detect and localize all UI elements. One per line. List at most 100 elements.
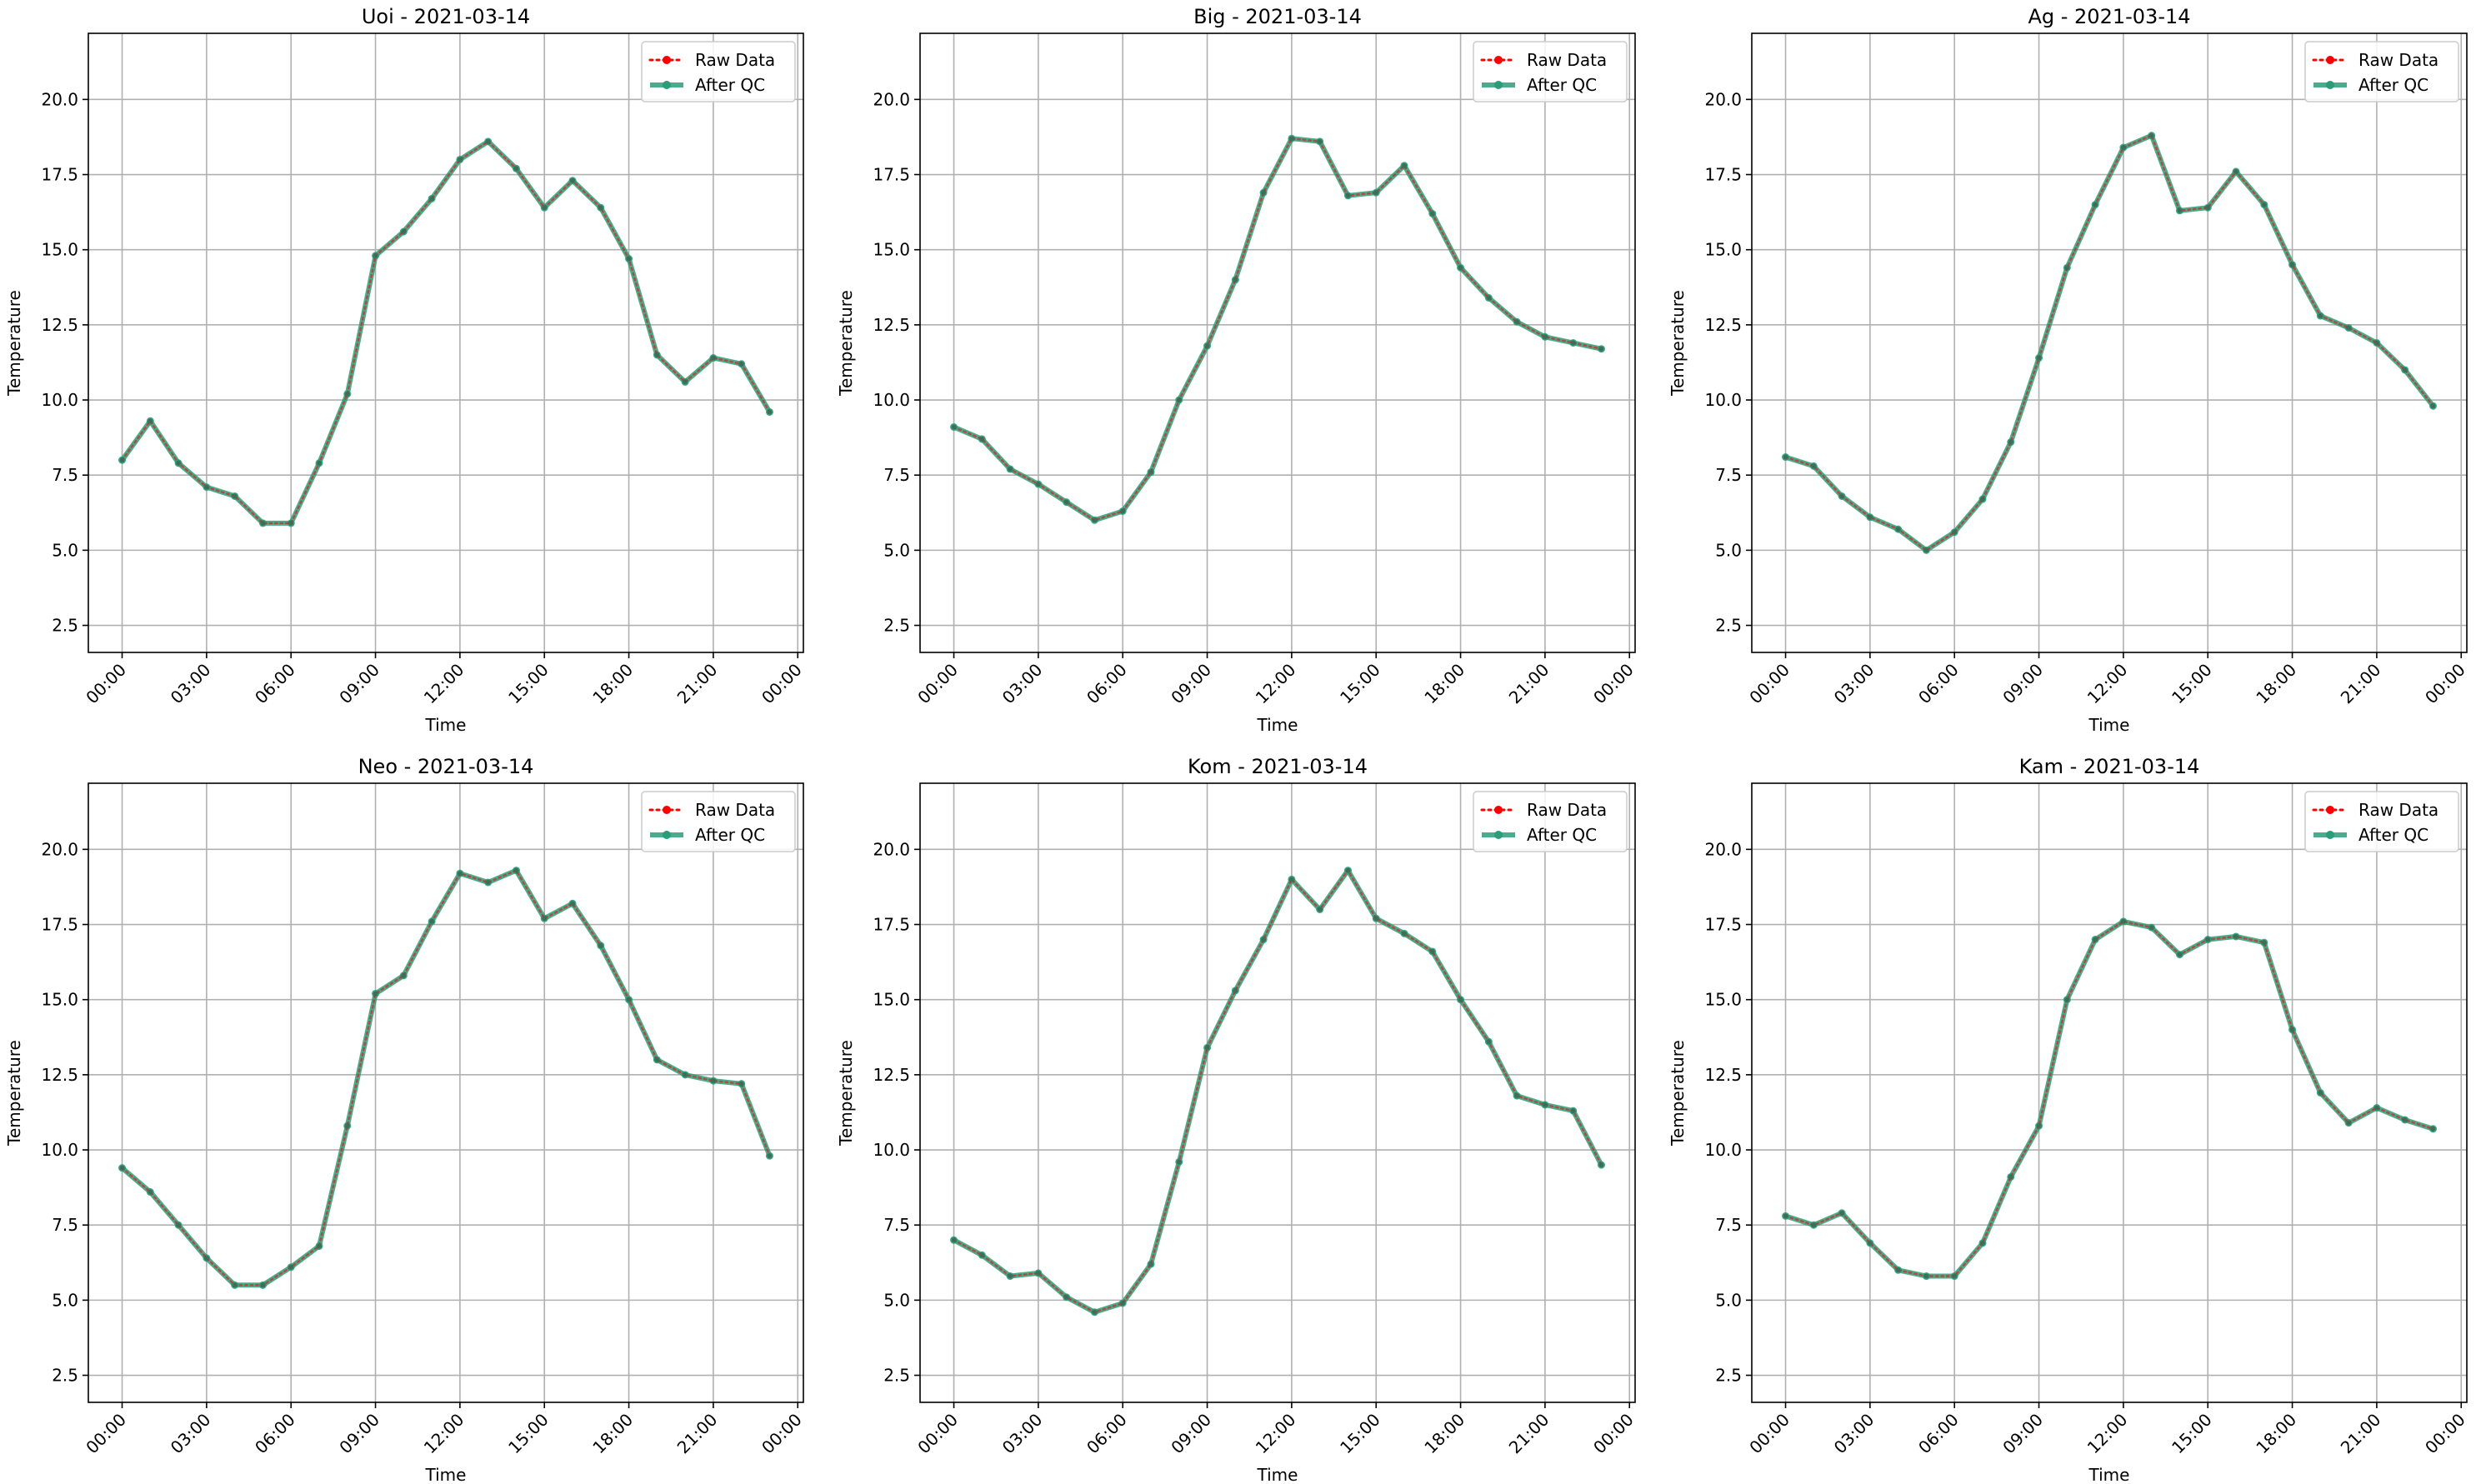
y-tick-label: 20.0 (873, 89, 910, 109)
y-tick-label: 12.5 (1704, 315, 1742, 335)
axes-frame (1751, 32, 2468, 653)
y-tick-label: 12.5 (41, 315, 78, 335)
data-point-raw-data (1542, 334, 1548, 340)
x-tick-label: 15:00 (504, 1410, 553, 1458)
data-point-raw-data (1233, 277, 1238, 282)
chart-panel: 2.5 5.0 7.5 10.0 12.5 15.0 17.5 20.0 00:00 03:00 0… (4, 755, 806, 1484)
y-tick-label: 7.5 (52, 1215, 78, 1235)
legend-marker-after-qc (663, 81, 671, 89)
data-point-raw-data (1233, 987, 1238, 993)
axes-frame (919, 32, 1636, 653)
x-tick-label: 03:00 (167, 1410, 215, 1458)
data-point-raw-data (1402, 162, 1408, 168)
data-point-raw-data (1148, 469, 1153, 475)
y-tick-label: 15.0 (1704, 990, 1742, 1010)
data-point-raw-data (232, 1282, 238, 1288)
x-tick-label: 06:00 (1914, 660, 1963, 708)
x-tick-label: 09:00 (1998, 660, 2047, 708)
y-tick-label: 17.5 (873, 165, 910, 185)
data-point-raw-data (2261, 202, 2267, 207)
series-line-raw-data (121, 140, 771, 525)
data-point-raw-data (2318, 313, 2323, 319)
legend: Raw Data After QC (2304, 41, 2459, 102)
plot-area (88, 33, 803, 652)
series-line-raw-data (121, 869, 771, 1287)
data-point-raw-data (1288, 877, 1294, 882)
data-point-raw-data (2205, 937, 2211, 942)
x-tick-label: 18:00 (2252, 1410, 2300, 1458)
x-tick-label: 15:00 (2168, 660, 2216, 708)
data-point-raw-data (457, 871, 463, 877)
x-tick-label: 18:00 (1420, 660, 1468, 708)
data-point-raw-data (1373, 916, 1379, 922)
data-point-raw-data (2093, 202, 2098, 207)
series-line-raw-data (953, 868, 1603, 1314)
y-tick-label: 15.0 (41, 990, 78, 1010)
data-point-raw-data (598, 942, 603, 948)
x-tick-label: 03:00 (998, 660, 1047, 708)
data-point-raw-data (1598, 1162, 1604, 1168)
y-tick-label: 12.5 (1704, 1065, 1742, 1085)
data-point-raw-data (2008, 1174, 2013, 1180)
y-tick-label: 2.5 (52, 616, 78, 636)
data-point-raw-data (1261, 190, 1267, 196)
x-tick-label: 15:00 (1336, 660, 1384, 708)
data-point-raw-data (1063, 499, 1069, 505)
axes-frame (1751, 782, 2468, 1403)
legend-marker-raw-data (1494, 806, 1503, 814)
plot-area (920, 33, 1635, 652)
y-tick-label: 15.0 (873, 990, 910, 1010)
chart-panel: 2.5 5.0 7.5 10.0 12.5 15.0 17.5 20.0 00:00 03:00 0… (836, 755, 1638, 1484)
x-tick-label: 03:00 (1830, 660, 1878, 708)
data-point-raw-data (1402, 931, 1408, 937)
data-point-raw-data (1345, 192, 1351, 198)
x-tick-label: 00:00 (913, 1410, 962, 1458)
data-point-raw-data (2120, 145, 2126, 151)
data-point-raw-data (148, 418, 153, 424)
data-point-raw-data (598, 205, 603, 211)
legend-label-after-qc: After QC (2358, 825, 2428, 845)
y-tick-label: 5.0 (52, 540, 78, 560)
data-point-raw-data (2289, 1027, 2295, 1032)
legend-marker-after-qc (1494, 831, 1503, 839)
x-tick-label: 00:00 (1745, 660, 1793, 708)
data-point-raw-data (2036, 1123, 2042, 1129)
x-tick-label: 18:00 (588, 1410, 637, 1458)
data-point-raw-data (2373, 1105, 2379, 1111)
y-tick-label: 5.0 (883, 540, 910, 560)
y-tick-label: 5.0 (52, 1290, 78, 1310)
legend: Raw Data After QC (1473, 791, 1628, 852)
data-point-raw-data (119, 1165, 125, 1171)
data-point-raw-data (1035, 1270, 1041, 1276)
x-tick-label: 18:00 (1420, 1410, 1468, 1458)
data-point-raw-data (1598, 346, 1604, 352)
x-tick-label: 06:00 (1083, 660, 1131, 708)
data-point-raw-data (738, 361, 744, 367)
legend-label-raw-data: Raw Data (695, 800, 775, 820)
legend-marker-after-qc (2326, 831, 2334, 839)
y-tick-label: 2.5 (52, 1366, 78, 1386)
data-point-raw-data (2036, 355, 2042, 361)
data-point-raw-data (1895, 527, 1901, 532)
y-tick-label: 15.0 (873, 240, 910, 260)
data-point-raw-data (513, 166, 519, 172)
data-point-raw-data (570, 177, 576, 183)
y-tick-label: 20.0 (1704, 89, 1742, 109)
data-point-raw-data (951, 1237, 957, 1243)
x-tick-label: 06:00 (1083, 1410, 1131, 1458)
x-tick-label: 12:00 (1252, 1410, 1300, 1458)
y-tick-label: 10.0 (41, 390, 78, 410)
y-tick-label: 12.5 (873, 315, 910, 335)
data-point-raw-data (1514, 319, 1520, 325)
data-point-raw-data (429, 918, 435, 924)
data-point-raw-data (1570, 1108, 1576, 1114)
data-point-raw-data (2064, 997, 2070, 1002)
legend-label-raw-data: Raw Data (695, 50, 775, 70)
data-point-raw-data (1008, 1273, 1013, 1279)
data-point-raw-data (626, 997, 632, 1002)
y-tick-label: 2.5 (1715, 1366, 1742, 1386)
data-point-raw-data (710, 355, 716, 361)
y-tick-label: 15.0 (41, 240, 78, 260)
data-point-raw-data (1867, 1240, 1873, 1246)
legend-label-after-qc: After QC (695, 825, 765, 845)
